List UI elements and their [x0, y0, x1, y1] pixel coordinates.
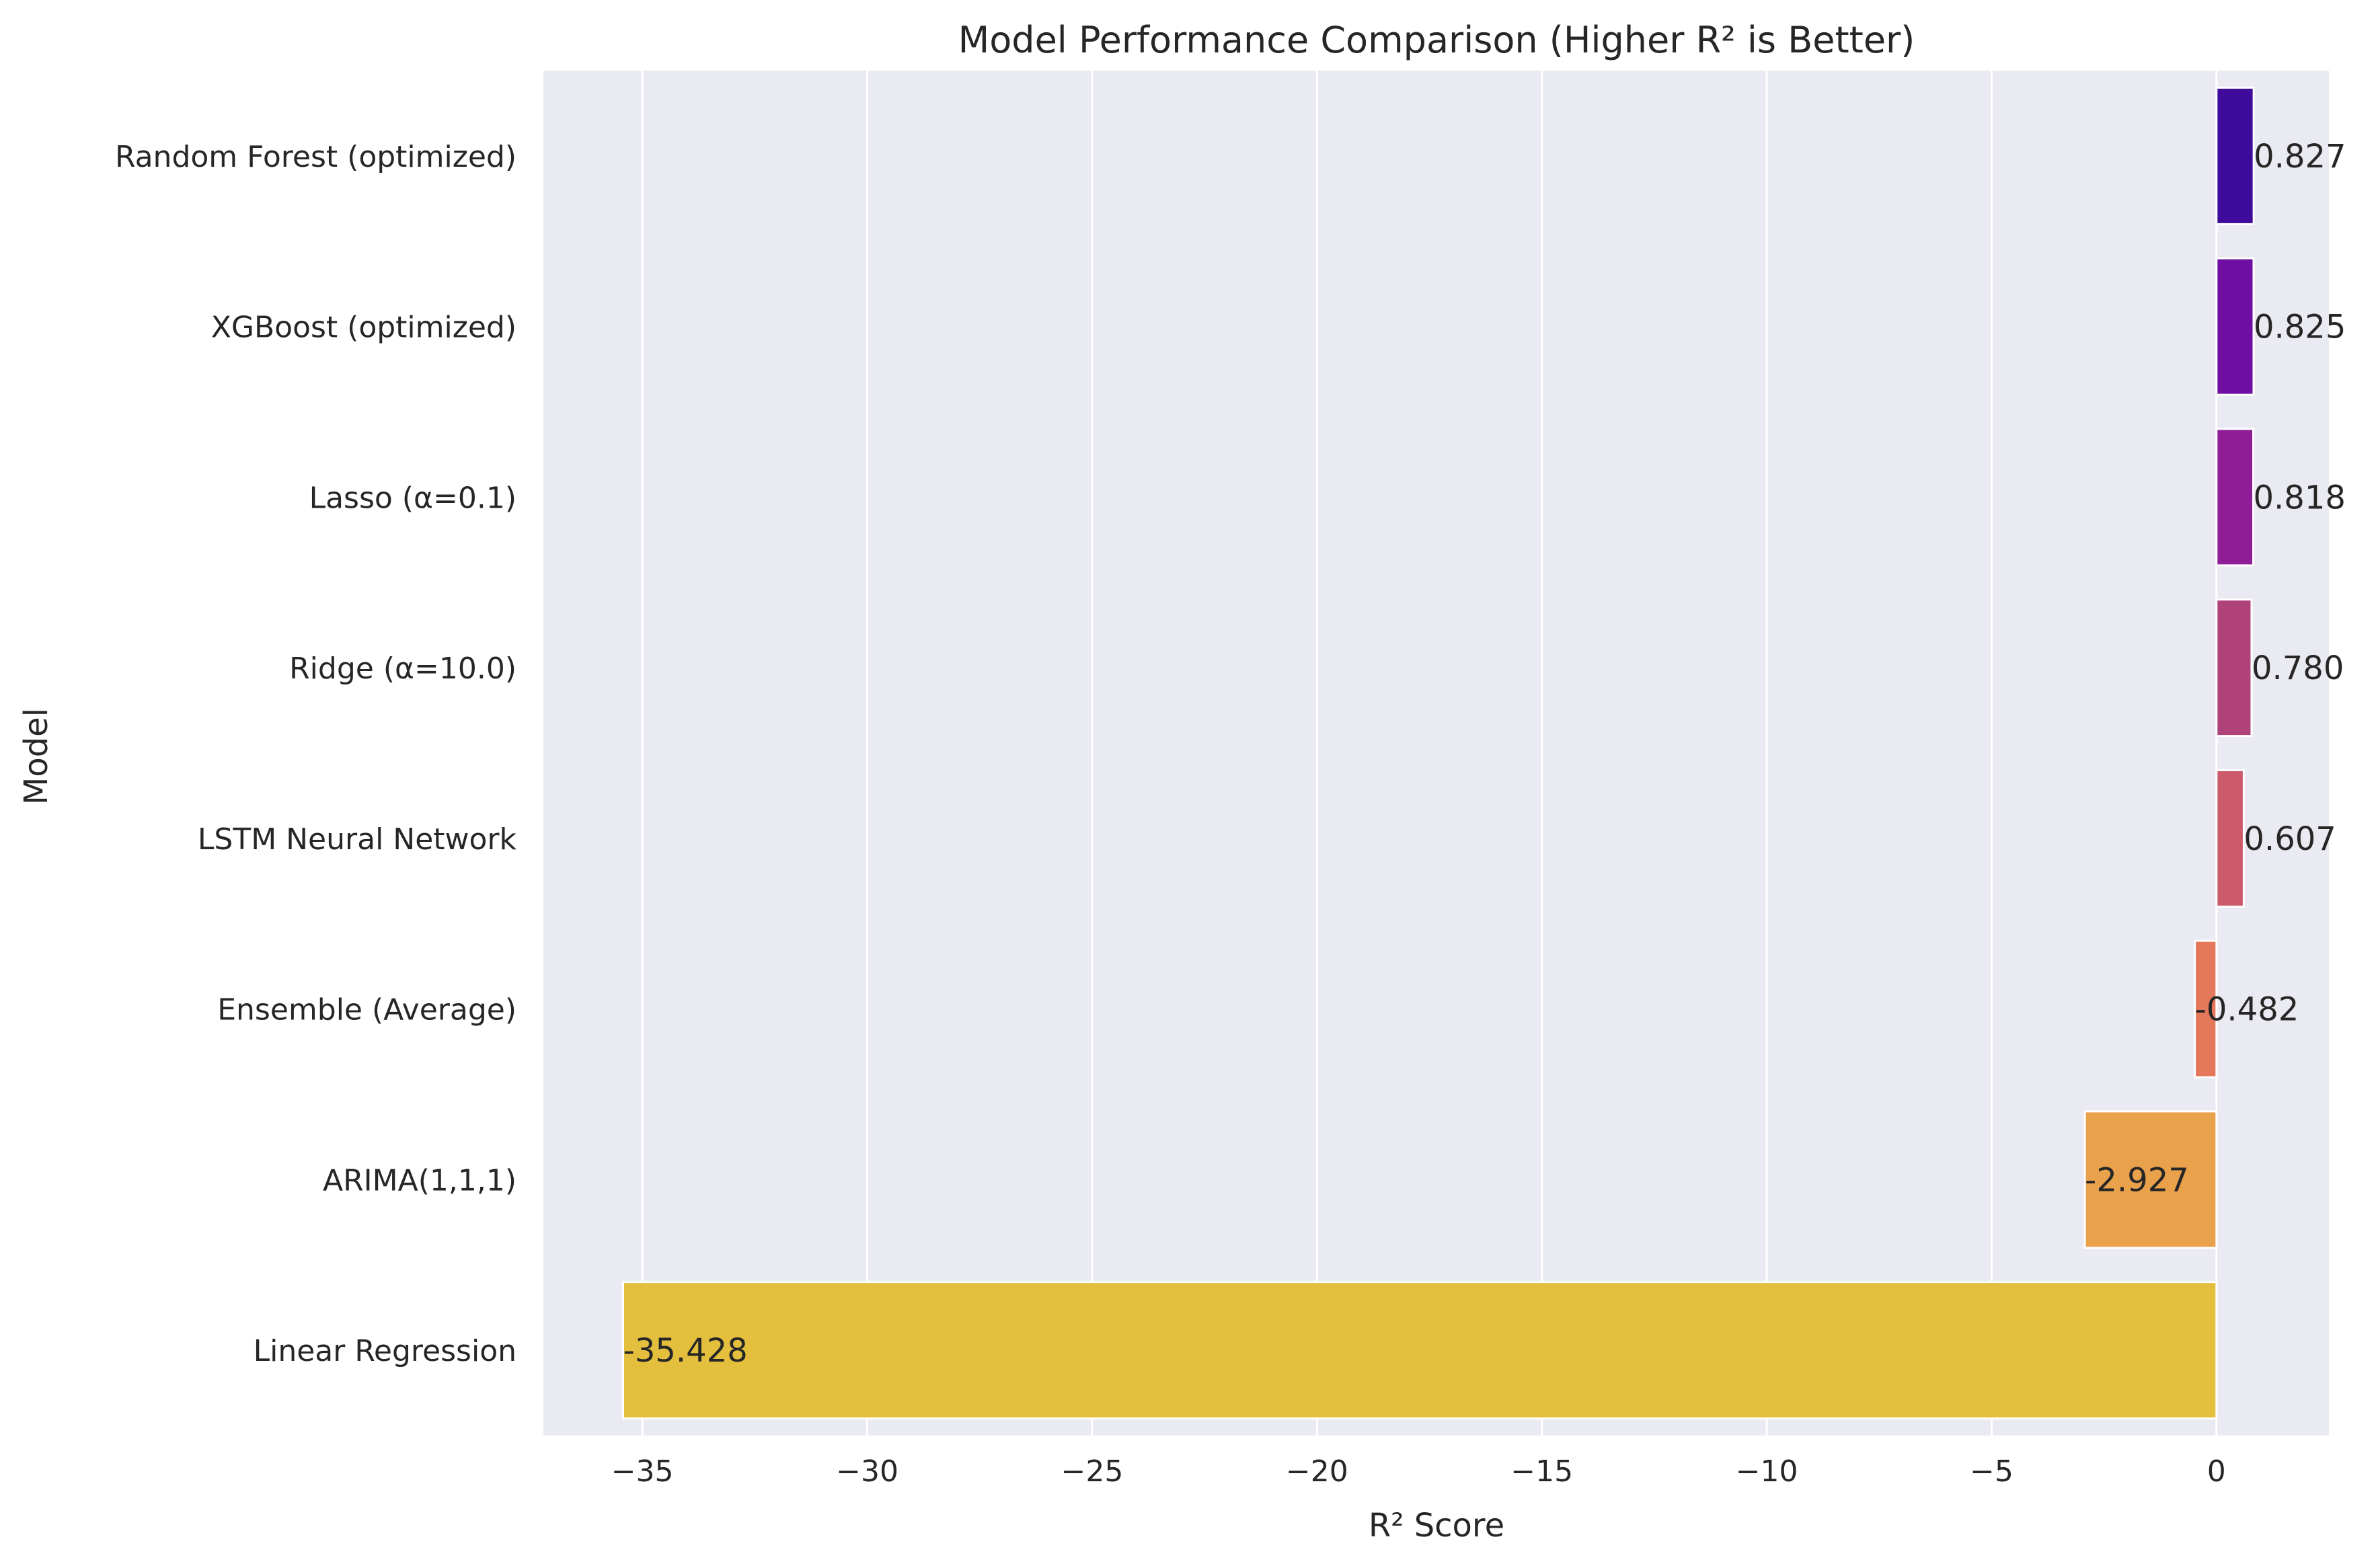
bar — [2215, 769, 2245, 908]
x-tick-label: −30 — [836, 1454, 898, 1489]
y-tick-label: Ensemble (Average) — [217, 993, 516, 1027]
x-tick-label: −5 — [1970, 1454, 2014, 1489]
y-tick-label: ARIMA(1,1,1) — [323, 1163, 516, 1198]
bar-value-label: -2.927 — [2085, 1161, 2189, 1199]
gridlines — [641, 71, 2218, 1436]
y-tick-label: XGBoost (optimized) — [211, 311, 516, 345]
plot-background — [543, 71, 2329, 1436]
data-labels: 0.827 0.825 0.818 0.780 0.607 -0.482 -2.927 -35… — [623, 138, 2346, 1370]
bar — [2215, 598, 2253, 738]
x-tick-label: −35 — [611, 1454, 674, 1489]
x-tick-label: −15 — [1510, 1454, 1573, 1489]
bars — [622, 86, 2255, 1420]
y-axis-label: Model — [17, 708, 55, 805]
bar-value-label: -0.482 — [2195, 991, 2299, 1029]
x-tick-labels: −35 −30 −25 −20 −15 −10 −5 0 — [611, 1454, 2226, 1489]
y-tick-label: Random Forest (optimized) — [115, 140, 516, 174]
bar — [2194, 939, 2218, 1079]
bar-value-label: 0.607 — [2244, 820, 2336, 858]
bar — [622, 1281, 2218, 1420]
bar — [2215, 428, 2255, 567]
bar — [2215, 86, 2255, 225]
y-tick-label: Ridge (α=10.0) — [289, 652, 516, 686]
y-tick-label: LSTM Neural Network — [198, 822, 517, 857]
bar — [2215, 257, 2255, 396]
bar — [2083, 1110, 2218, 1249]
bar-value-label: 0.827 — [2254, 138, 2346, 175]
y-tick-labels: Random Forest (optimized) XGBoost (optimi… — [115, 140, 517, 1368]
bar-value-label: -35.428 — [623, 1332, 748, 1370]
x-axis-label: R² Score — [1369, 1507, 1504, 1544]
x-tick-label: −10 — [1736, 1454, 1798, 1489]
bar-value-label: 0.825 — [2254, 309, 2346, 346]
chart-title: Model Performance Comparison (Higher R² … — [958, 19, 1915, 61]
y-tick-label: Lasso (α=0.1) — [309, 481, 516, 515]
y-tick-label: Linear Regression — [254, 1334, 516, 1368]
x-tick-label: −25 — [1061, 1454, 1123, 1489]
bar-value-label: 0.780 — [2252, 650, 2344, 687]
x-tick-label: −20 — [1286, 1454, 1348, 1489]
bar-value-label: 0.818 — [2254, 479, 2346, 516]
x-tick-label: 0 — [2207, 1454, 2226, 1489]
